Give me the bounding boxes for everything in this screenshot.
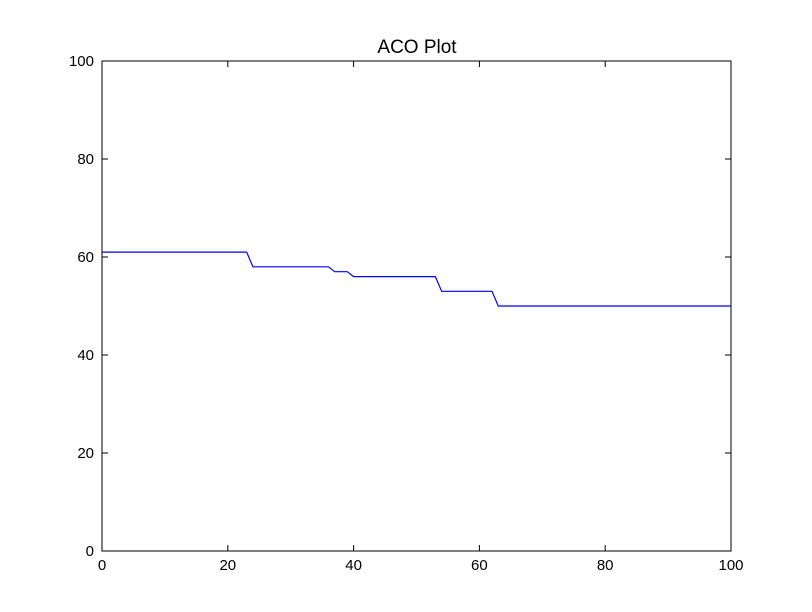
plot-area-frame <box>101 60 732 552</box>
data-series <box>102 251 731 307</box>
y-tick-label: 20 <box>77 445 94 462</box>
y-tick-label: 100 <box>69 53 94 70</box>
y-tick-label: 60 <box>77 249 94 266</box>
y-tick-label: 0 <box>86 543 94 560</box>
chart-title: ACO Plot <box>377 37 457 58</box>
x-tick-label: 100 <box>718 557 743 574</box>
y-tick-label: 80 <box>77 151 94 168</box>
x-tick-label: 60 <box>471 557 488 574</box>
x-tick-label: 40 <box>345 557 362 574</box>
y-tick-label: 40 <box>77 347 94 364</box>
series-line <box>102 251 731 307</box>
x-tick-label: 80 <box>597 557 614 574</box>
x-tick-label: 0 <box>98 557 106 574</box>
x-tick-label: 20 <box>219 557 236 574</box>
axis-tick-labels: 0 20 40 60 80 100 0 20 40 60 80 100 <box>69 53 744 574</box>
